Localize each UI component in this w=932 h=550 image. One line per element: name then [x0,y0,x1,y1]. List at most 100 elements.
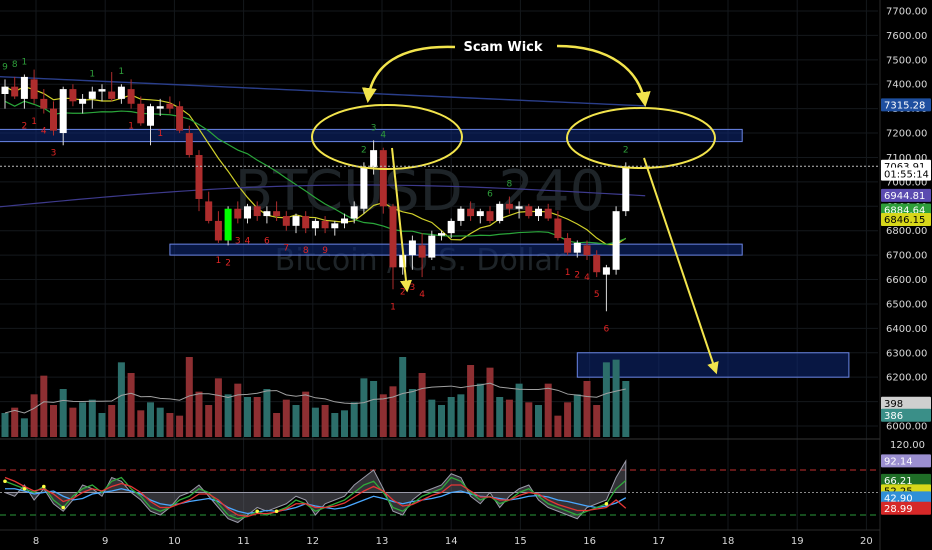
count-label: 9 [2,62,8,72]
volume-bar [350,402,358,437]
price-badge: 6884.64 [884,206,925,217]
osc-dot [274,509,279,514]
osc-line [5,488,627,515]
volume-bar [593,405,601,437]
volume-bar [185,357,193,437]
volume-bar [535,405,542,437]
price-badge: 6846.15 [884,215,925,226]
y-tick-label: 7000.00 [886,177,927,188]
volume-bar [486,367,494,437]
symbol-watermark: BTCUSD, 240 Bitcoin / U.S. Dollar [235,159,606,278]
volume-bar [282,399,290,437]
price-badge-bg [881,167,931,181]
x-tick-label: 17 [652,536,665,547]
x-tick-label: 8 [33,536,39,547]
volume-bar [195,391,203,437]
down-arrow-right [643,157,719,375]
price-badge-bg [881,98,931,112]
volume-bar [20,418,28,437]
count-label: 6 [487,189,493,199]
volume-bar [418,373,426,437]
osc-badge-bg [881,491,931,505]
candle-body [244,206,251,219]
volume-bar [40,375,48,437]
count-label: 7 [283,244,289,254]
candle-body [166,103,174,109]
volume-bars [1,357,630,437]
count-label: 4 [419,290,425,300]
osc-badge: 42.90 [884,493,913,504]
candle-body [20,76,28,99]
volume-bar [331,413,339,437]
candle-body [554,218,562,239]
count-label: 2 [574,271,580,281]
osc-badge-bg [881,454,931,468]
volume-bar [438,405,445,437]
volume-bar [447,397,455,437]
candle-body [50,108,57,131]
osc-dot [42,484,46,489]
count-label: 3 [235,236,241,246]
y-tick-label: 6400.00 [886,324,927,335]
moving-averages [0,75,646,246]
candle-body [622,166,630,212]
price-badge: 398 [884,399,903,410]
volume-bar [214,378,222,437]
ma-green-line [4,100,627,245]
volume-bar [554,415,562,437]
volume-bar [108,405,116,437]
osc-badge: 28.99 [884,504,913,515]
candle-body [428,235,436,258]
candle-body [525,206,533,217]
volume-bar [505,399,513,437]
volume-bar [564,402,572,437]
count-label: 4 [380,131,386,141]
osc-y-tick-label: 120.00 [890,440,925,451]
candle-body [137,103,145,124]
candle-body [321,220,329,229]
count-label: 4 [41,127,47,137]
count-label: 1 [31,117,37,127]
curved-arrow-right [556,44,651,107]
x-tick-label: 11 [237,536,250,547]
candle-body [496,203,504,221]
count-label: 1 [565,268,571,278]
osc-line [4,476,627,520]
x-tick-label: 15 [514,536,527,547]
volume-bar [137,410,145,437]
candle-body [11,86,19,97]
volume-bar [69,407,77,437]
candle-body [593,255,601,273]
volume-bar [224,394,232,437]
volume-bar [360,378,368,437]
count-label: 8 [507,180,513,190]
volume-bar [457,394,465,437]
candle-body [273,211,281,217]
volume-bar [30,394,38,437]
candle-body [360,167,368,209]
candle-body [341,218,348,224]
candle-body [263,211,271,217]
candle-body [331,223,339,229]
price-badge-bg [881,408,931,422]
candle-body [234,208,242,219]
count-label: 3 [371,123,377,133]
candle-body [535,208,542,217]
candle-body [69,89,77,102]
volume-bar [292,405,300,437]
candle-body [399,255,407,268]
candle-body [505,203,513,209]
y-tick-label: 6600.00 [886,275,927,286]
volume-bar [612,359,620,437]
ma-purple-line [0,184,646,208]
volume-bar [321,405,329,437]
candle-body [117,86,125,99]
count-label: 1 [89,70,95,80]
candle-body [1,86,9,94]
volume-bar [583,381,591,437]
x-tick-label: 16 [583,536,596,547]
wick-ellipse-left [311,104,463,170]
